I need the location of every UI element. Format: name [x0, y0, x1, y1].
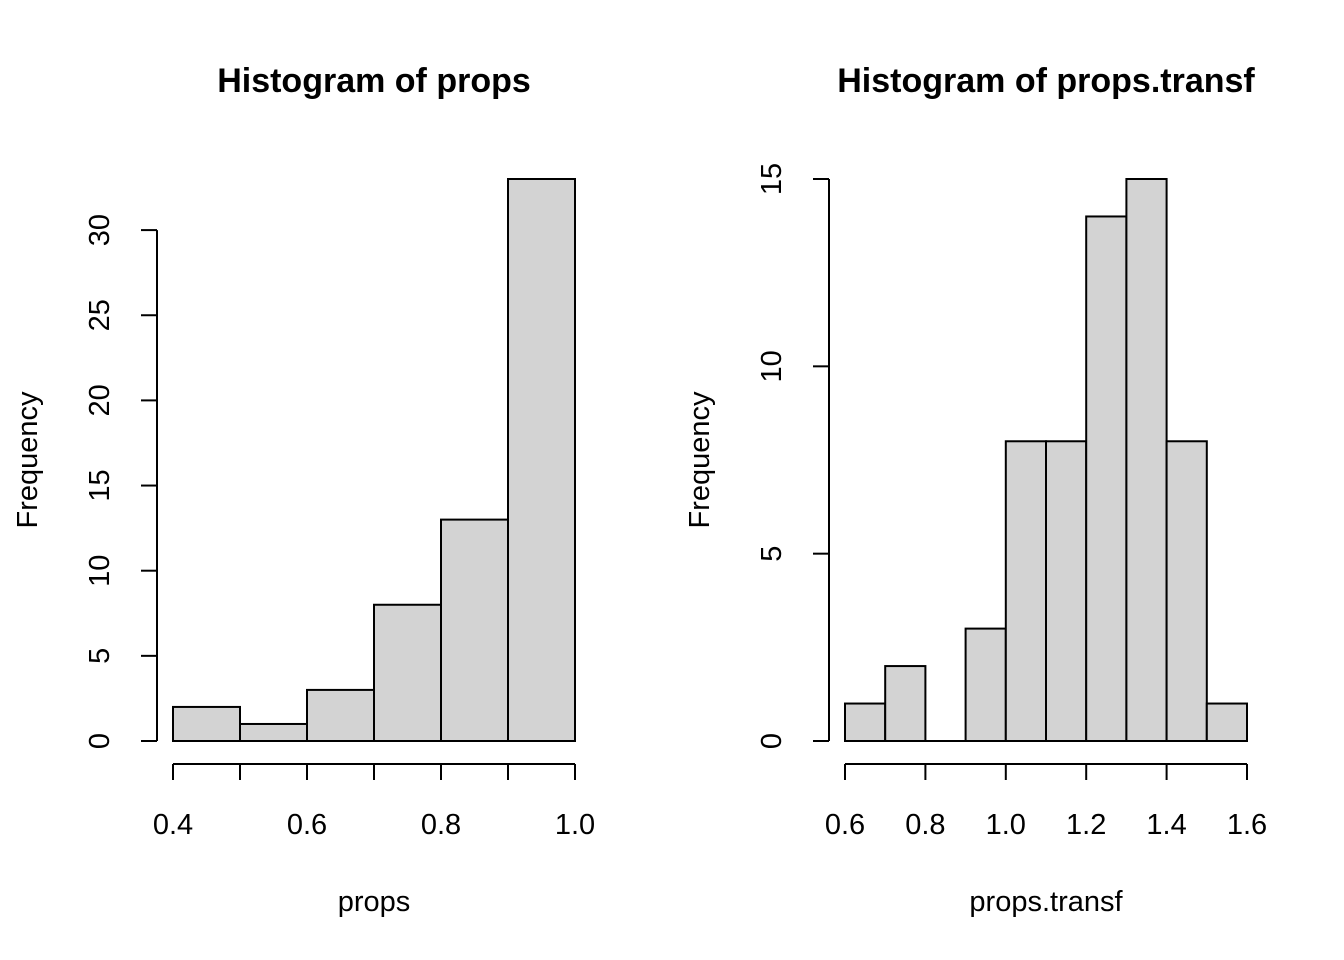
bar-6 [1085, 215, 1128, 742]
bars [172, 178, 576, 743]
x-axis: 0.6 0.8 1.0 1.2 1.4 1.6 [825, 763, 1267, 841]
x-tick-label: 1.0 [986, 809, 1026, 841]
x-tick-label: 0.6 [825, 809, 865, 841]
y-tick-label: 0 [756, 733, 788, 749]
x-axis-label: props [338, 886, 411, 918]
x-axis: 0.4 0.6 0.8 1.0 [153, 763, 595, 841]
y-axis: 0 5 10 15 [756, 163, 830, 749]
y-tick-label: 30 [84, 214, 116, 246]
y-tick-label: 15 [756, 163, 788, 195]
chart-title: Histogram of props [217, 62, 531, 100]
y-tick-label: 25 [84, 299, 116, 331]
bar-0 [844, 702, 887, 742]
histogram-props-panel: Histogram of props props Frequency 0.4 0.… [12, 62, 595, 918]
y-axis-label: Frequency [684, 391, 716, 529]
bar-1 [884, 665, 927, 742]
bar-7 [1125, 178, 1168, 742]
bar-4 [440, 518, 509, 743]
x-tick-label: 0.4 [153, 809, 193, 841]
bar-5 [507, 178, 576, 742]
bar-8 [1165, 440, 1208, 742]
x-axis-label: props.transf [969, 886, 1123, 918]
y-tick-label: 5 [84, 648, 116, 664]
bar-9 [1205, 702, 1249, 742]
bar-3 [964, 627, 1007, 742]
bar-4 [1004, 440, 1047, 742]
y-tick-label: 15 [84, 469, 116, 501]
x-tick-label: 1.6 [1227, 809, 1267, 841]
y-tick-label: 20 [84, 384, 116, 416]
y-tick-label: 5 [756, 546, 788, 562]
histogram-props-transf-panel: Histogram of props.transf props.transf F… [684, 62, 1267, 918]
x-tick-label: 1.0 [555, 809, 595, 841]
x-tick-label: 1.2 [1066, 809, 1106, 841]
bar-0 [172, 705, 241, 742]
y-tick-label: 10 [84, 555, 116, 587]
bars [844, 178, 1249, 742]
x-tick-label: 0.8 [905, 809, 945, 841]
bar-5 [1045, 440, 1088, 742]
x-tick-label: 1.4 [1146, 809, 1186, 841]
bar-3 [373, 603, 442, 742]
x-tick-label: 0.6 [287, 809, 327, 841]
x-tick-label: 0.8 [421, 809, 461, 841]
y-axis: 0 5 10 15 20 25 30 [84, 214, 158, 749]
y-tick-label: 10 [756, 350, 788, 382]
y-axis-label: Frequency [12, 391, 44, 529]
bar-1 [239, 722, 308, 743]
chart-title: Histogram of props.transf [837, 62, 1255, 100]
y-tick-label: 0 [84, 733, 116, 749]
bar-2 [306, 688, 375, 743]
